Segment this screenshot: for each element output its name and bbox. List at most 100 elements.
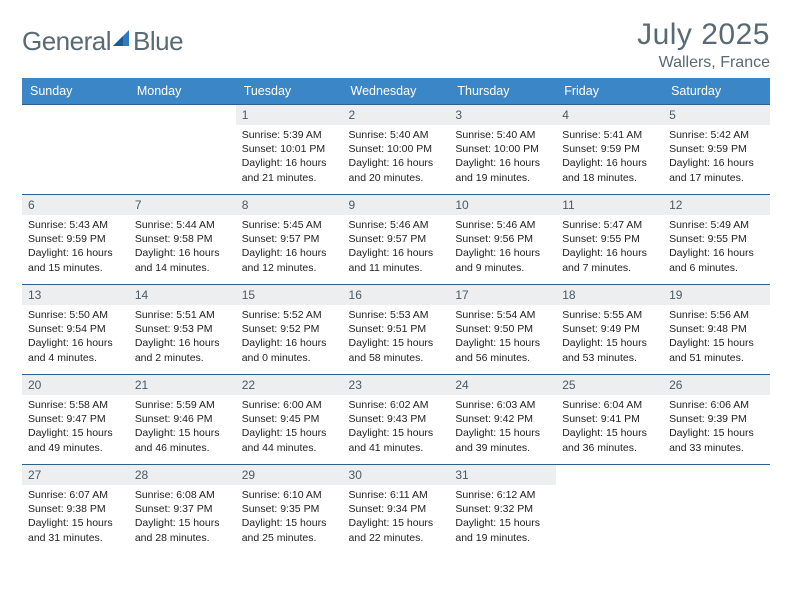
daylight-line2: and 31 minutes. bbox=[28, 531, 123, 545]
day-number: 15 bbox=[236, 284, 343, 305]
day-body: Sunrise: 6:10 AMSunset: 9:35 PMDaylight:… bbox=[236, 485, 343, 549]
day-cell: 6Sunrise: 5:43 AMSunset: 9:59 PMDaylight… bbox=[22, 194, 129, 284]
day-cell: 30Sunrise: 6:11 AMSunset: 9:34 PMDayligh… bbox=[343, 464, 450, 554]
day-cell: 15Sunrise: 5:52 AMSunset: 9:52 PMDayligh… bbox=[236, 284, 343, 374]
sunrise-text: Sunrise: 5:49 AM bbox=[669, 218, 764, 232]
day-number: 2 bbox=[343, 104, 450, 125]
day-number: 31 bbox=[449, 464, 556, 485]
day-body: Sunrise: 5:46 AMSunset: 9:57 PMDaylight:… bbox=[343, 215, 450, 279]
day-number: 17 bbox=[449, 284, 556, 305]
daylight-line1: Daylight: 16 hours bbox=[349, 156, 444, 170]
sunset-text: Sunset: 9:43 PM bbox=[349, 412, 444, 426]
daylight-line2: and 46 minutes. bbox=[135, 441, 230, 455]
day-number: 19 bbox=[663, 284, 770, 305]
day-body: Sunrise: 5:40 AMSunset: 10:00 PMDaylight… bbox=[343, 125, 450, 189]
daylight-line1: Daylight: 16 hours bbox=[242, 336, 337, 350]
sunset-text: Sunset: 9:34 PM bbox=[349, 502, 444, 516]
dow-header: Wednesday bbox=[343, 78, 450, 104]
sunrise-text: Sunrise: 6:02 AM bbox=[349, 398, 444, 412]
day-number bbox=[663, 464, 770, 485]
header: General Blue July 2025 Wallers, France bbox=[22, 18, 770, 72]
daylight-line1: Daylight: 15 hours bbox=[349, 426, 444, 440]
week-row: 13Sunrise: 5:50 AMSunset: 9:54 PMDayligh… bbox=[22, 284, 770, 374]
day-number: 27 bbox=[22, 464, 129, 485]
sunrise-text: Sunrise: 5:46 AM bbox=[455, 218, 550, 232]
sunrise-text: Sunrise: 5:39 AM bbox=[242, 128, 337, 142]
day-cell: 29Sunrise: 6:10 AMSunset: 9:35 PMDayligh… bbox=[236, 464, 343, 554]
day-cell: 31Sunrise: 6:12 AMSunset: 9:32 PMDayligh… bbox=[449, 464, 556, 554]
daylight-line1: Daylight: 16 hours bbox=[669, 246, 764, 260]
sunrise-text: Sunrise: 6:04 AM bbox=[562, 398, 657, 412]
title-block: July 2025 Wallers, France bbox=[637, 18, 770, 72]
day-body: Sunrise: 5:39 AMSunset: 10:01 PMDaylight… bbox=[236, 125, 343, 189]
daylight-line1: Daylight: 15 hours bbox=[669, 336, 764, 350]
day-number: 29 bbox=[236, 464, 343, 485]
daylight-line2: and 6 minutes. bbox=[669, 261, 764, 275]
sunset-text: Sunset: 9:45 PM bbox=[242, 412, 337, 426]
daylight-line2: and 11 minutes. bbox=[349, 261, 444, 275]
sunset-text: Sunset: 10:01 PM bbox=[242, 142, 337, 156]
sunset-text: Sunset: 9:38 PM bbox=[28, 502, 123, 516]
sunrise-text: Sunrise: 6:07 AM bbox=[28, 488, 123, 502]
day-body: Sunrise: 6:04 AMSunset: 9:41 PMDaylight:… bbox=[556, 395, 663, 459]
day-cell: 3Sunrise: 5:40 AMSunset: 10:00 PMDayligh… bbox=[449, 104, 556, 194]
daylight-line2: and 2 minutes. bbox=[135, 351, 230, 365]
sunset-text: Sunset: 9:59 PM bbox=[562, 142, 657, 156]
sunrise-text: Sunrise: 6:00 AM bbox=[242, 398, 337, 412]
daylight-line1: Daylight: 15 hours bbox=[28, 516, 123, 530]
day-body: Sunrise: 5:53 AMSunset: 9:51 PMDaylight:… bbox=[343, 305, 450, 369]
dow-header: Tuesday bbox=[236, 78, 343, 104]
day-body: Sunrise: 5:44 AMSunset: 9:58 PMDaylight:… bbox=[129, 215, 236, 279]
day-cell: 1Sunrise: 5:39 AMSunset: 10:01 PMDayligh… bbox=[236, 104, 343, 194]
daylight-line2: and 18 minutes. bbox=[562, 171, 657, 185]
daylight-line1: Daylight: 16 hours bbox=[135, 336, 230, 350]
day-body: Sunrise: 5:50 AMSunset: 9:54 PMDaylight:… bbox=[22, 305, 129, 369]
week-row: 27Sunrise: 6:07 AMSunset: 9:38 PMDayligh… bbox=[22, 464, 770, 554]
calendar-table: SundayMondayTuesdayWednesdayThursdayFrid… bbox=[22, 78, 770, 554]
day-cell: 20Sunrise: 5:58 AMSunset: 9:47 PMDayligh… bbox=[22, 374, 129, 464]
daylight-line2: and 39 minutes. bbox=[455, 441, 550, 455]
location: Wallers, France bbox=[637, 54, 770, 72]
daylight-line1: Daylight: 16 hours bbox=[242, 246, 337, 260]
sunset-text: Sunset: 9:51 PM bbox=[349, 322, 444, 336]
sunset-text: Sunset: 9:53 PM bbox=[135, 322, 230, 336]
day-cell: 23Sunrise: 6:02 AMSunset: 9:43 PMDayligh… bbox=[343, 374, 450, 464]
sunrise-text: Sunrise: 5:45 AM bbox=[242, 218, 337, 232]
daylight-line2: and 12 minutes. bbox=[242, 261, 337, 275]
dow-header: Friday bbox=[556, 78, 663, 104]
day-cell: 22Sunrise: 6:00 AMSunset: 9:45 PMDayligh… bbox=[236, 374, 343, 464]
sunrise-text: Sunrise: 5:59 AM bbox=[135, 398, 230, 412]
day-cell: 5Sunrise: 5:42 AMSunset: 9:59 PMDaylight… bbox=[663, 104, 770, 194]
daylight-line2: and 58 minutes. bbox=[349, 351, 444, 365]
day-body: Sunrise: 5:45 AMSunset: 9:57 PMDaylight:… bbox=[236, 215, 343, 279]
day-cell: 17Sunrise: 5:54 AMSunset: 9:50 PMDayligh… bbox=[449, 284, 556, 374]
daylight-line1: Daylight: 15 hours bbox=[562, 426, 657, 440]
daylight-line2: and 20 minutes. bbox=[349, 171, 444, 185]
daylight-line2: and 7 minutes. bbox=[562, 261, 657, 275]
day-cell: 12Sunrise: 5:49 AMSunset: 9:55 PMDayligh… bbox=[663, 194, 770, 284]
day-number: 11 bbox=[556, 194, 663, 215]
day-number: 24 bbox=[449, 374, 556, 395]
day-cell: 11Sunrise: 5:47 AMSunset: 9:55 PMDayligh… bbox=[556, 194, 663, 284]
sunset-text: Sunset: 9:48 PM bbox=[669, 322, 764, 336]
daylight-line1: Daylight: 15 hours bbox=[349, 516, 444, 530]
logo-text-general: General bbox=[22, 26, 111, 57]
daylight-line2: and 44 minutes. bbox=[242, 441, 337, 455]
daylight-line2: and 14 minutes. bbox=[135, 261, 230, 275]
dow-header: Monday bbox=[129, 78, 236, 104]
logo: General Blue bbox=[22, 26, 183, 57]
day-body: Sunrise: 6:11 AMSunset: 9:34 PMDaylight:… bbox=[343, 485, 450, 549]
day-number: 25 bbox=[556, 374, 663, 395]
dow-row: SundayMondayTuesdayWednesdayThursdayFrid… bbox=[22, 78, 770, 104]
day-number: 22 bbox=[236, 374, 343, 395]
logo-sail-icon bbox=[111, 28, 133, 55]
day-number: 12 bbox=[663, 194, 770, 215]
day-number: 13 bbox=[22, 284, 129, 305]
dow-header: Sunday bbox=[22, 78, 129, 104]
day-cell: 9Sunrise: 5:46 AMSunset: 9:57 PMDaylight… bbox=[343, 194, 450, 284]
week-row: 6Sunrise: 5:43 AMSunset: 9:59 PMDaylight… bbox=[22, 194, 770, 284]
day-body: Sunrise: 5:51 AMSunset: 9:53 PMDaylight:… bbox=[129, 305, 236, 369]
sunrise-text: Sunrise: 5:44 AM bbox=[135, 218, 230, 232]
sunset-text: Sunset: 9:41 PM bbox=[562, 412, 657, 426]
day-number: 30 bbox=[343, 464, 450, 485]
